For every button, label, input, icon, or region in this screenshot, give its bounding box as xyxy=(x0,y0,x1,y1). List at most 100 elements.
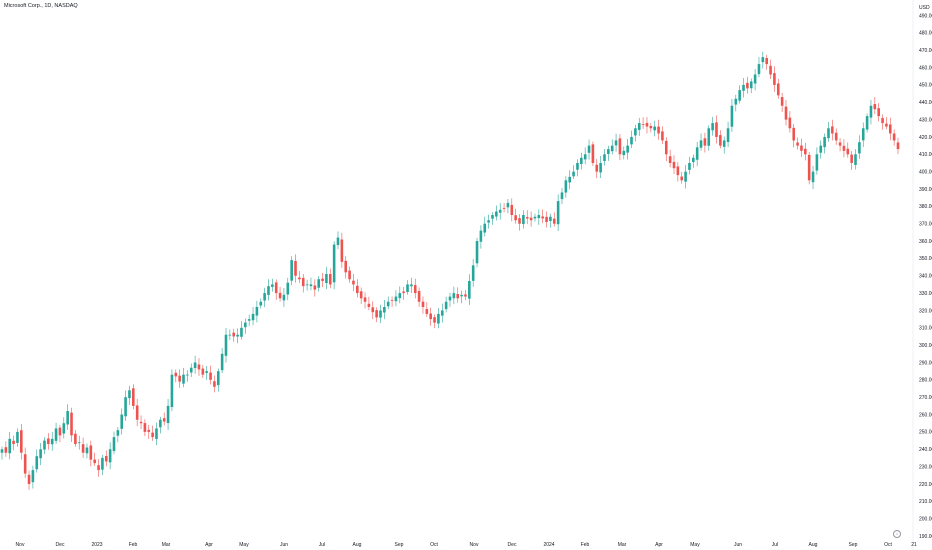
candle-body xyxy=(637,123,641,130)
candle-body xyxy=(784,106,788,120)
time-tick-label: Jun xyxy=(280,542,288,548)
candle xyxy=(359,287,363,305)
candle xyxy=(587,139,591,160)
candle xyxy=(398,286,402,304)
candle-body xyxy=(892,133,896,141)
candle xyxy=(792,124,796,148)
candle xyxy=(599,156,602,179)
candle xyxy=(394,290,398,307)
candle xyxy=(564,176,568,198)
candle-body xyxy=(518,218,521,224)
candle-body xyxy=(93,459,96,464)
candle xyxy=(406,280,409,295)
scroll-to-latest-button[interactable]: ↓ xyxy=(893,530,901,538)
candle xyxy=(209,365,212,385)
candle xyxy=(282,287,286,307)
candle xyxy=(556,194,560,231)
candle-body xyxy=(27,474,31,484)
candle xyxy=(151,425,154,441)
candle-body xyxy=(541,216,544,219)
candle xyxy=(31,465,35,489)
candle-body xyxy=(641,124,645,125)
candle xyxy=(124,390,127,421)
candle xyxy=(120,408,124,435)
candle-body xyxy=(877,108,880,117)
candle-body xyxy=(734,98,738,105)
candle-body xyxy=(522,215,525,225)
candle-body xyxy=(201,368,205,375)
candle-body xyxy=(664,140,668,155)
candle xyxy=(170,369,174,412)
candle xyxy=(0,446,4,460)
candle xyxy=(344,256,348,279)
candle-body xyxy=(31,470,35,483)
candle-body xyxy=(116,430,120,436)
candle xyxy=(112,431,116,455)
candle-body xyxy=(124,397,127,417)
price-tick-label: 240.00 xyxy=(919,447,932,453)
candle xyxy=(128,385,131,406)
candle-body xyxy=(325,274,328,284)
candle xyxy=(375,307,378,323)
time-tick-label: Oct xyxy=(430,542,438,548)
price-tick-label: 270.00 xyxy=(919,395,932,401)
candle xyxy=(634,124,637,142)
candle xyxy=(491,212,494,225)
candle-body xyxy=(39,449,42,459)
candle-body xyxy=(634,128,637,136)
candle xyxy=(834,128,838,145)
candle xyxy=(263,287,266,308)
candle xyxy=(888,117,892,141)
candle-body xyxy=(108,449,112,463)
candle-body xyxy=(309,284,313,287)
candle-body xyxy=(649,125,653,129)
candle-body xyxy=(247,319,251,321)
time-tick-label: Jul xyxy=(772,542,778,548)
candle-body xyxy=(170,374,174,408)
candle-body xyxy=(444,301,448,310)
candle-body xyxy=(375,310,378,318)
candle xyxy=(495,205,498,221)
candle xyxy=(537,209,541,225)
candle-body xyxy=(54,428,58,441)
candle xyxy=(182,367,185,388)
candle xyxy=(425,302,429,317)
candle-body xyxy=(8,438,12,454)
candle xyxy=(869,99,873,125)
candle-body xyxy=(220,353,224,371)
candle-body xyxy=(703,138,707,146)
candle-body xyxy=(838,142,842,146)
price-axis[interactable]: 190.00 200.00 210.00 220.00 230.00 240.00 250.… xyxy=(912,0,932,550)
candle-body xyxy=(402,291,405,294)
candle xyxy=(348,266,351,283)
candle xyxy=(54,422,58,444)
candle-body xyxy=(12,440,15,445)
candle xyxy=(761,51,765,69)
candle xyxy=(796,137,799,150)
time-tick-label: Apr xyxy=(655,542,663,548)
candle xyxy=(749,78,753,94)
candle xyxy=(475,237,479,268)
candle xyxy=(448,292,452,307)
candle-body xyxy=(591,144,595,163)
time-axis[interactable]: Nov Dec 2023 Feb Mar Apr May Jun Jul Aug Sep Oct Nov… xyxy=(16,542,917,548)
time-tick-label: Aug xyxy=(353,542,362,548)
candle xyxy=(788,111,792,133)
candle xyxy=(715,115,718,144)
candle-body xyxy=(807,154,811,181)
time-tick-label: Sep xyxy=(395,542,404,548)
candle-body xyxy=(224,334,228,356)
candle-body xyxy=(607,149,610,155)
candle-body xyxy=(77,442,81,444)
time-tick-label: Feb xyxy=(581,542,590,548)
candle xyxy=(174,369,178,383)
candle xyxy=(216,368,220,392)
candle xyxy=(132,384,135,410)
candle-body xyxy=(657,126,660,134)
time-tick-label: Mar xyxy=(618,542,627,548)
time-tick-label: Jun xyxy=(734,542,742,548)
candle-body xyxy=(572,171,575,177)
candle-body xyxy=(433,317,436,323)
candle xyxy=(89,440,93,467)
